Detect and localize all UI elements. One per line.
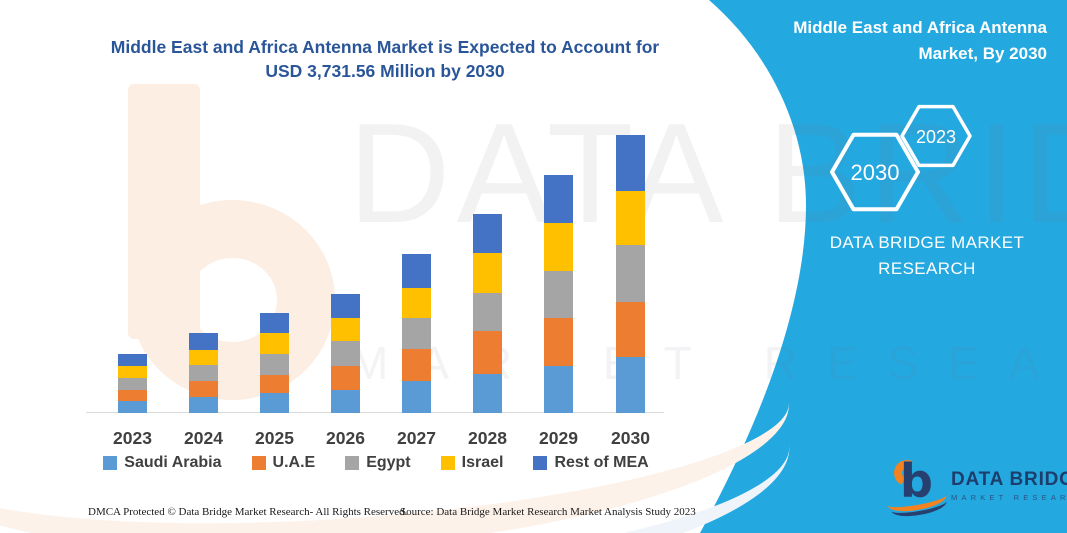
bar-2024: [189, 333, 218, 413]
footer-dmca-text: DMCA Protected © Data Bridge Market Rese…: [88, 506, 408, 518]
legend-item-u-a-e: U.A.E: [251, 454, 316, 472]
bar-segment-rest-of-mea: [402, 254, 431, 288]
legend-item-saudi-arabia: Saudi Arabia: [103, 454, 222, 472]
legend-swatch-icon: [251, 456, 266, 470]
bar-segment-u-a-e: [189, 381, 218, 397]
bar-segment-israel: [616, 191, 645, 245]
bar-2026: [331, 294, 360, 413]
legend-label: Israel: [461, 454, 504, 471]
bar-segment-israel: [544, 223, 573, 271]
bar-segment-rest-of-mea: [118, 354, 147, 366]
side-panel-title: Middle East and Africa Antenna Market, B…: [793, 18, 1047, 63]
legend-label: Saudi Arabia: [124, 454, 222, 471]
bar-segment-u-a-e: [544, 318, 573, 366]
x-label-2026: 2026: [326, 428, 365, 448]
bar-segment-u-a-e: [402, 349, 431, 381]
legend-swatch-icon: [533, 456, 548, 470]
bar-segment-egypt: [402, 318, 431, 349]
bar-2028: [473, 214, 502, 413]
chart-title: Middle East and Africa Antenna Market is…: [110, 37, 660, 81]
data-bridge-b-icon: b: [885, 454, 949, 520]
bar-segment-saudi-arabia: [616, 357, 645, 413]
bar-segment-egypt: [544, 271, 573, 318]
bar-segment-egypt: [616, 245, 645, 302]
legend-label: Rest of MEA: [554, 454, 649, 471]
bar-segment-u-a-e: [260, 375, 289, 393]
bar-segment-egypt: [473, 293, 502, 331]
x-label-2023: 2023: [113, 428, 152, 448]
bar-2029: [544, 175, 573, 413]
legend-label: U.A.E: [272, 454, 316, 471]
bar-segment-egypt: [189, 365, 218, 381]
x-axis-line: [86, 412, 664, 413]
bar-segment-israel: [402, 288, 431, 318]
bar-segment-rest-of-mea: [260, 313, 289, 333]
bar-segment-u-a-e: [473, 331, 502, 374]
legend-swatch-icon: [440, 456, 455, 470]
bar-segment-egypt: [118, 378, 147, 390]
bar-segment-israel: [331, 318, 360, 341]
bar-segment-israel: [189, 350, 218, 365]
bar-segment-saudi-arabia: [402, 381, 431, 413]
x-label-2024: 2024: [184, 428, 223, 448]
bar-2025: [260, 313, 289, 413]
bar-segment-saudi-arabia: [118, 401, 147, 413]
data-bridge-logo: b DATA BRIDGE MARKET RESEARCH: [885, 454, 1067, 520]
legend-swatch-icon: [103, 456, 118, 470]
bar-segment-saudi-arabia: [473, 374, 502, 413]
bar-segment-rest-of-mea: [189, 333, 218, 350]
bar-segment-u-a-e: [118, 390, 147, 401]
side-panel-brand-text: DATA BRIDGE MARKET RESEARCH: [829, 233, 1025, 278]
legend-label: Egypt: [366, 454, 411, 471]
bar-segment-saudi-arabia: [544, 366, 573, 413]
bar-segment-israel: [118, 366, 147, 378]
x-label-2027: 2027: [397, 428, 436, 448]
x-label-2030: 2030: [611, 428, 650, 448]
logo-name: DATA BRIDGE: [951, 468, 1067, 490]
bar-2027: [402, 254, 431, 413]
bar-segment-israel: [473, 253, 502, 293]
bar-segment-rest-of-mea: [331, 294, 360, 318]
legend-item-egypt: Egypt: [345, 454, 411, 472]
bar-segment-egypt: [331, 341, 360, 366]
bar-segment-egypt: [260, 354, 289, 375]
legend-item-israel: Israel: [440, 454, 504, 472]
bar-segment-israel: [260, 333, 289, 354]
x-label-2028: 2028: [468, 428, 507, 448]
bar-segment-u-a-e: [616, 302, 645, 357]
bar-segment-saudi-arabia: [189, 397, 218, 413]
bar-segment-saudi-arabia: [331, 390, 360, 413]
legend-swatch-icon: [345, 456, 360, 470]
bar-segment-u-a-e: [331, 366, 360, 390]
bar-segment-rest-of-mea: [616, 135, 645, 191]
x-label-2025: 2025: [255, 428, 294, 448]
legend-item-rest-of-mea: Rest of MEA: [533, 454, 649, 472]
bar-segment-saudi-arabia: [260, 393, 289, 413]
x-label-2029: 2029: [539, 428, 578, 448]
chart-legend: Saudi Arabia U.A.E Egypt Israel Rest of MEA: [88, 454, 664, 472]
footer-source-text: Source: Data Bridge Market Research Mark…: [400, 506, 696, 518]
bar-2023: [118, 354, 147, 413]
bar-segment-rest-of-mea: [473, 214, 502, 253]
bar-2030: [616, 135, 645, 413]
bar-segment-rest-of-mea: [544, 175, 573, 223]
logo-subtitle: MARKET RESEARCH: [951, 492, 1067, 502]
logo-text: DATA BRIDGE MARKET RESEARCH: [951, 468, 1067, 502]
